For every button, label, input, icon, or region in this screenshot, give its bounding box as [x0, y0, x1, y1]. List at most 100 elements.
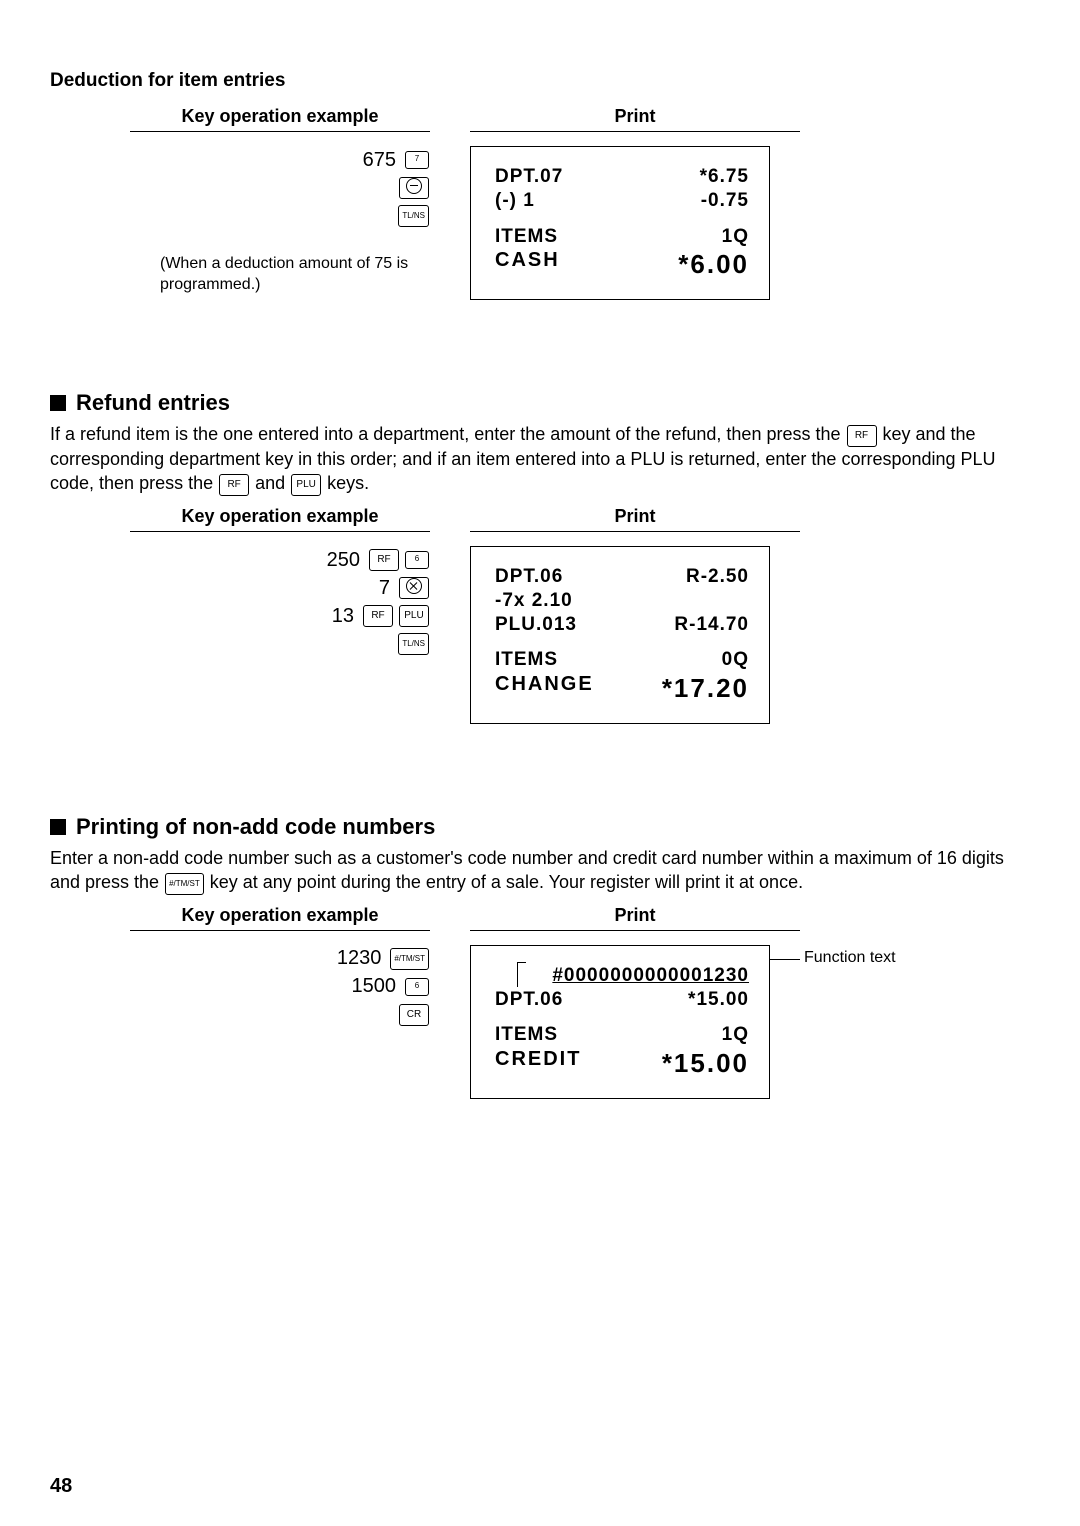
section3-key-steps: 1230 #/TM/ST 1500 6 CR — [130, 931, 430, 1029]
six-key: 6 — [405, 551, 429, 569]
r3-l3-left: ITEMS — [495, 1023, 558, 1047]
plu-key: PLU — [399, 605, 429, 627]
deduction-title: Deduction for item entries — [50, 70, 1030, 92]
section1-key-steps: 675 7 TL/NS — [130, 132, 430, 230]
r3-l3: ITEMS 1Q — [495, 1023, 749, 1047]
r3-l2: DPT.06 *15.00 — [495, 988, 749, 1012]
section2-key-steps: 250 RF 6 7 13 RF PLU TL/NS — [130, 532, 430, 658]
s3-1230: 1230 — [337, 947, 382, 970]
r2-l2: -7x 2.10 — [495, 589, 749, 613]
r2-l4: ITEMS 0Q — [495, 648, 749, 672]
s3-step2: 1500 6 — [130, 973, 430, 1001]
key-op-header-3: Key operation example — [130, 905, 430, 931]
s2-step4: TL/NS — [130, 630, 430, 658]
r2-l1-left: DPT.06 — [495, 565, 563, 589]
s2-step2: 7 — [130, 574, 430, 602]
function-text-label: Function text — [804, 949, 896, 967]
s2-250: 250 — [327, 549, 360, 572]
tlns-key-2: TL/NS — [398, 633, 429, 655]
r1-l4-left: CASH — [495, 248, 560, 281]
nonadd-body: Enter a non-add code number such as a cu… — [50, 846, 1030, 895]
r3-l2-right: *15.00 — [688, 988, 749, 1012]
section2-headers: Key operation example Print — [50, 506, 1030, 532]
r3-l4-right: *15.00 — [662, 1047, 749, 1080]
refund-body: If a refund item is the one entered into… — [50, 422, 1030, 496]
r1-l1-right: *6.75 — [700, 165, 749, 189]
square-bullet-icon — [50, 395, 66, 411]
six-key-2: 6 — [405, 978, 429, 996]
step-minus — [130, 174, 430, 202]
nonadd-body-post: key at any point during the entry of a s… — [205, 872, 803, 892]
rf-key-inline-2: RF — [219, 474, 249, 496]
multiply-key-icon — [399, 577, 429, 599]
minus-key-icon — [399, 177, 429, 199]
nonadd-heading-text: Printing of non-add code numbers — [76, 814, 435, 839]
r3-l2-left: DPT.06 — [495, 988, 563, 1012]
cr-key: CR — [399, 1004, 429, 1026]
section1-example: 675 7 TL/NS (When a deduction amount of … — [50, 132, 1030, 300]
section1-left: 675 7 TL/NS (When a deduction amount of … — [50, 132, 430, 296]
refund-body-and: and — [250, 473, 290, 493]
r2-l2-left: -7x 2.10 — [495, 589, 573, 613]
section1-receipt: DPT.07 *6.75 (-) 1 -0.75 ITEMS 1Q CASH *… — [470, 146, 770, 300]
r1-l4: CASH *6.00 — [495, 248, 749, 281]
print-header-3: Print — [470, 905, 800, 931]
r1-l2-right: -0.75 — [701, 189, 749, 213]
r2-l3-right: R-14.70 — [674, 613, 749, 637]
page: Deduction for item entries Key operation… — [0, 0, 1080, 1526]
step-675: 675 7 — [130, 146, 430, 174]
key-op-header-2: Key operation example — [130, 506, 430, 532]
print-header-1: Print — [470, 106, 800, 132]
r2-l4-left: ITEMS — [495, 648, 558, 672]
r3-l1-right: #0000000000001230 — [552, 964, 749, 988]
r1-l1: DPT.07 *6.75 — [495, 165, 749, 189]
tmst-key-inline: #/TM/ST — [165, 873, 204, 895]
s2-step3: 13 RF PLU — [130, 602, 430, 630]
refund-heading: Refund entries — [50, 390, 1030, 416]
section3-example: 1230 #/TM/ST 1500 6 CR #0000000000001230… — [50, 931, 1030, 1099]
s3-1500: 1500 — [352, 975, 397, 998]
refund-body-post: keys. — [322, 473, 369, 493]
nonadd-heading: Printing of non-add code numbers — [50, 814, 1030, 840]
s3-step1: 1230 #/TM/ST — [130, 945, 430, 973]
func-bracket-icon — [517, 962, 526, 987]
s3-step3: CR — [130, 1001, 430, 1029]
s2-13: 13 — [332, 605, 354, 628]
r3-l1: #0000000000001230 — [495, 964, 749, 988]
r2-l5-left: CHANGE — [495, 672, 594, 705]
r2-l5-right: *17.20 — [662, 672, 749, 705]
s2-step1: 250 RF 6 — [130, 546, 430, 574]
r2-l1-right: R-2.50 — [686, 565, 749, 589]
section2-receipt: DPT.06 R-2.50 -7x 2.10 PLU.013 R-14.70 I… — [470, 546, 770, 724]
r1-l3-left: ITEMS — [495, 225, 558, 249]
step-tlns: TL/NS — [130, 202, 430, 230]
r1-l2-left: (-) 1 — [495, 189, 535, 213]
section3-receipt: #0000000000001230 DPT.06 *15.00 ITEMS 1Q… — [470, 945, 770, 1099]
r3-l4-left: CREDIT — [495, 1047, 581, 1080]
num-675: 675 — [363, 149, 396, 172]
rf-key: RF — [369, 549, 399, 571]
key-7: 7 — [405, 151, 429, 169]
r2-l4-right: 0Q — [722, 648, 749, 672]
r1-l4-right: *6.00 — [678, 248, 749, 281]
section1-headers: Key operation example Print — [50, 106, 1030, 132]
r3-l4: CREDIT *15.00 — [495, 1047, 749, 1080]
section3-headers: Key operation example Print — [50, 905, 1030, 931]
rf-key-2: RF — [363, 605, 393, 627]
rf-key-inline: RF — [847, 425, 877, 447]
r1-l3-right: 1Q — [722, 225, 749, 249]
plu-key-inline: PLU — [291, 474, 321, 496]
section2-example: 250 RF 6 7 13 RF PLU TL/NS DPT.06 R-2.50 — [50, 532, 1030, 724]
r1-l3: ITEMS 1Q — [495, 225, 749, 249]
tmst-key: #/TM/ST — [390, 948, 429, 970]
page-number: 48 — [50, 1475, 72, 1498]
square-bullet-icon-2 — [50, 819, 66, 835]
tlns-key: TL/NS — [398, 205, 429, 227]
deduction-note: (When a deduction amount of 75 is progra… — [160, 254, 420, 296]
key-op-header-1: Key operation example — [130, 106, 430, 132]
r2-l1: DPT.06 R-2.50 — [495, 565, 749, 589]
r2-l5: CHANGE *17.20 — [495, 672, 749, 705]
r2-l3-left: PLU.013 — [495, 613, 577, 637]
r3-l3-right: 1Q — [722, 1023, 749, 1047]
refund-body-pre: If a refund item is the one entered into… — [50, 424, 846, 444]
